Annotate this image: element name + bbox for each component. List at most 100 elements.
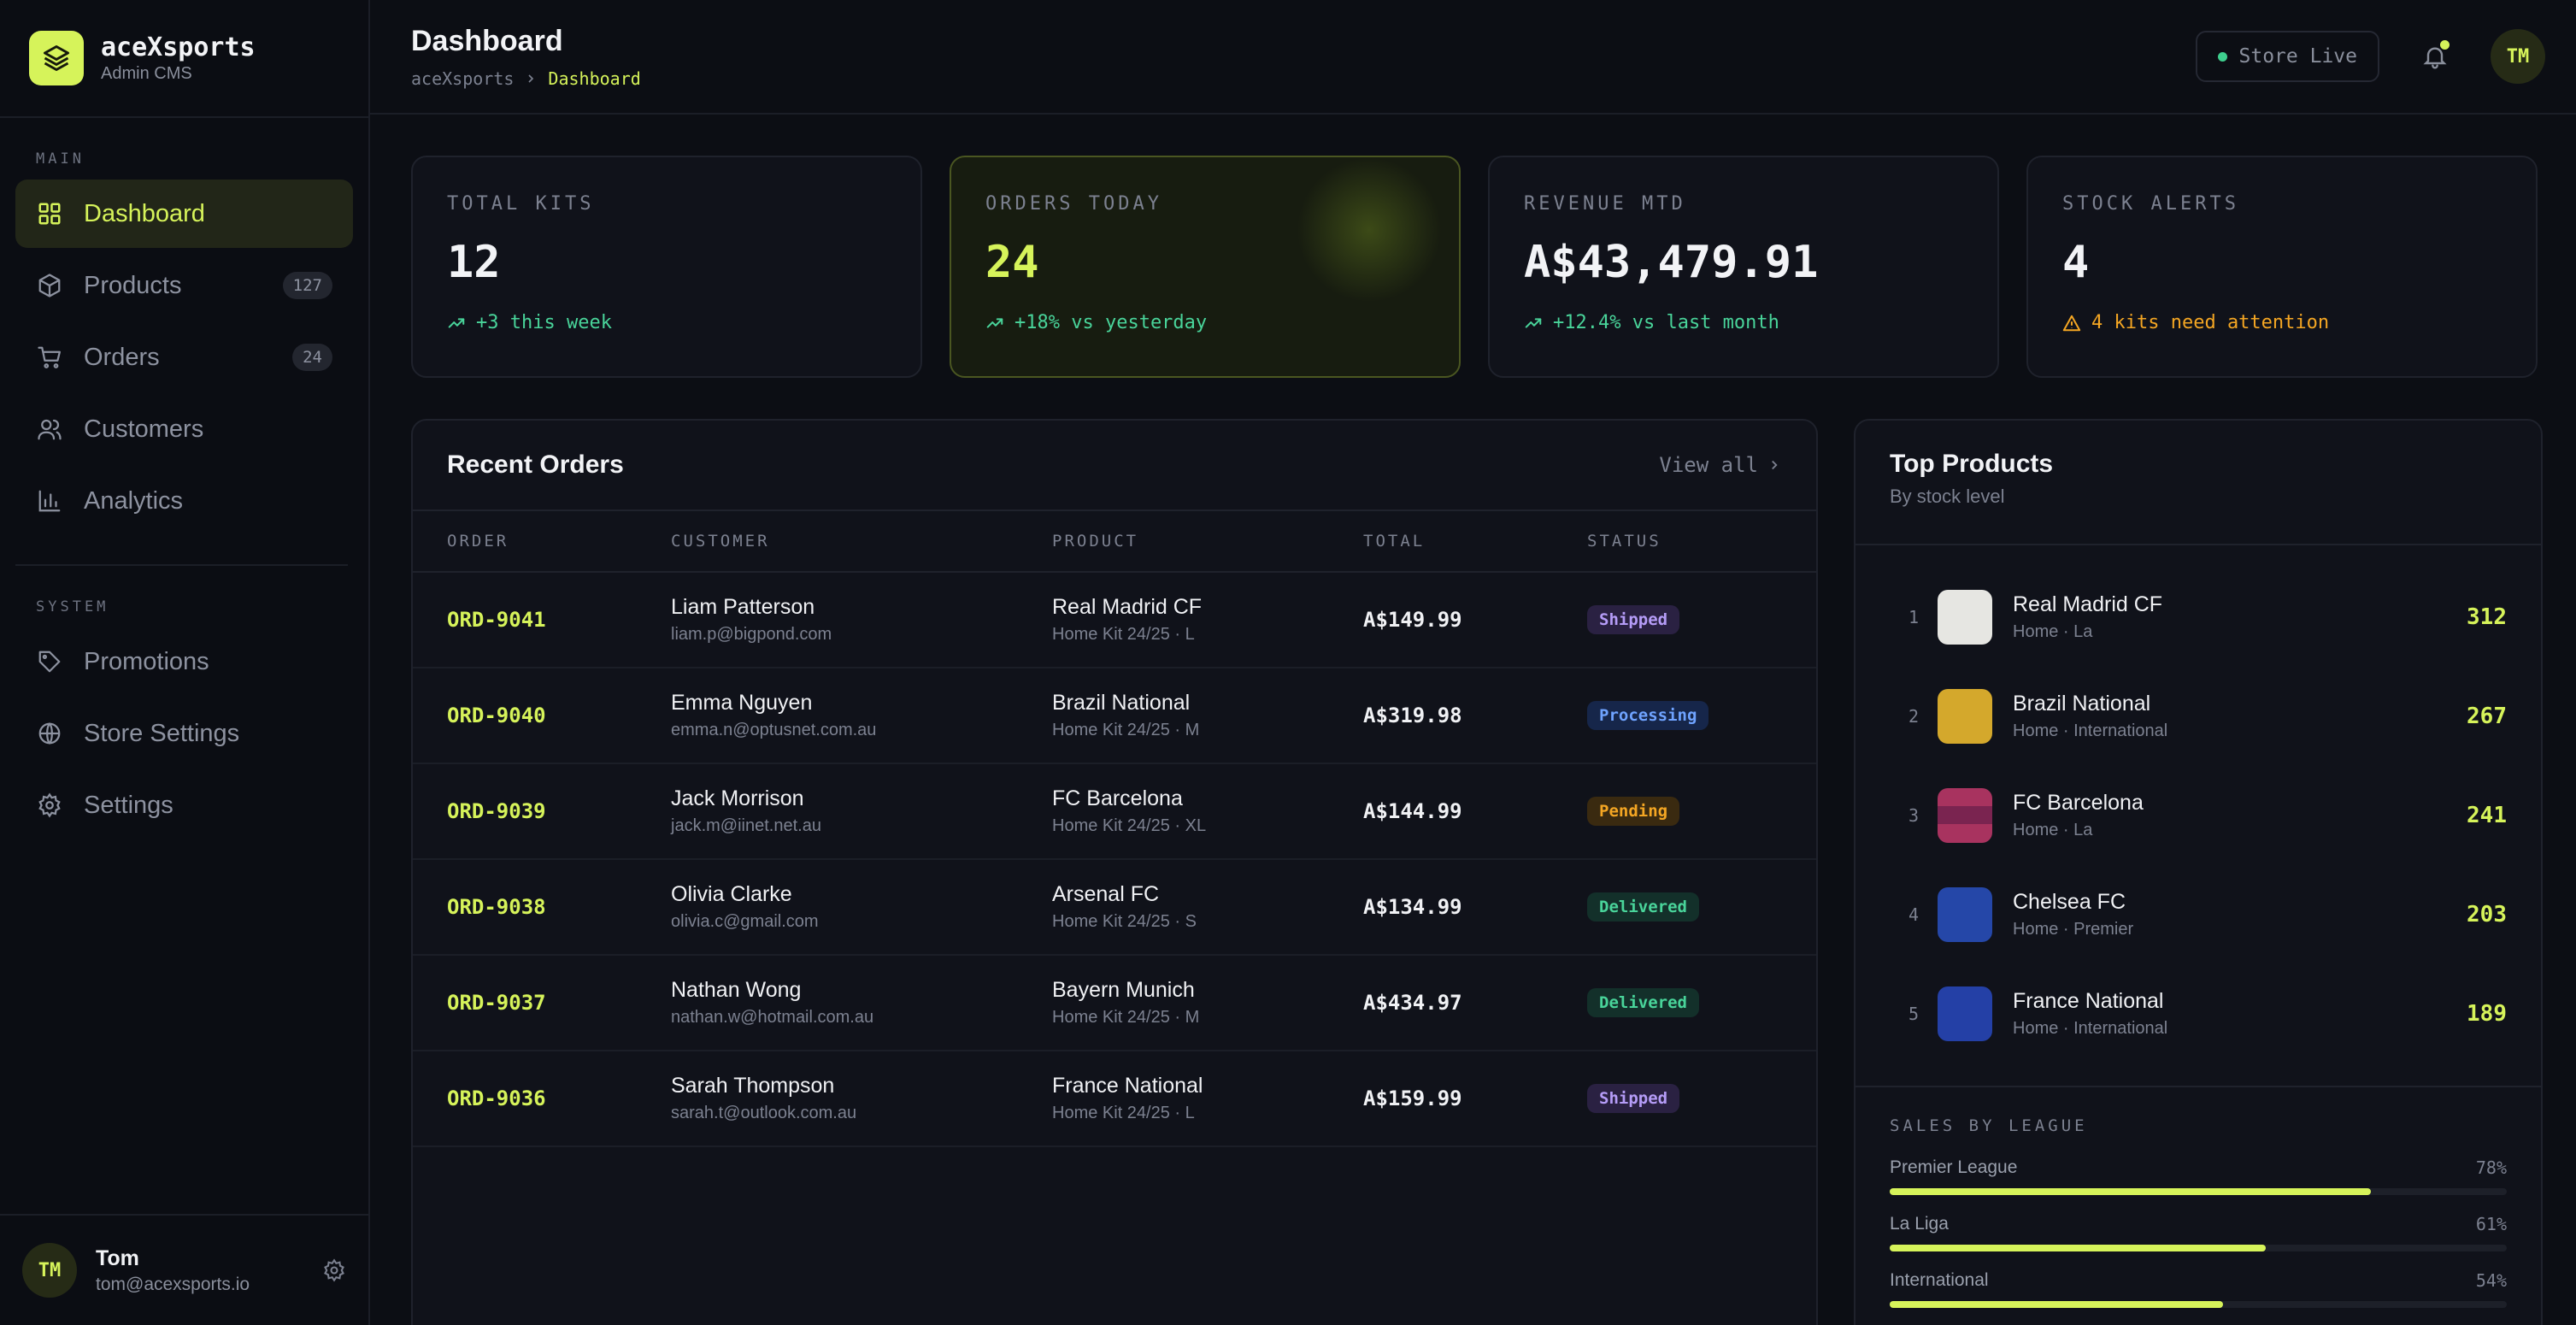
breadcrumb-current: Dashboard xyxy=(548,68,641,89)
product-cell: Brazil National Home Kit 24/25 · M xyxy=(1052,691,1363,740)
order-cell: ORD-9041 xyxy=(447,608,671,632)
column-header[interactable]: STATUS xyxy=(1587,532,1661,551)
stat-delta-text: +3 this week xyxy=(476,312,612,333)
status-badge: Processing xyxy=(1587,701,1709,730)
tag-icon xyxy=(36,648,63,675)
order-id[interactable]: ORD-9036 xyxy=(447,1086,546,1110)
stat-delta: +12.4% vs last month xyxy=(1524,312,1963,333)
product-name: FC Barcelona xyxy=(1052,786,1183,810)
product-name: France National xyxy=(1052,1074,1203,1098)
product-row[interactable]: 1 Real Madrid CF Home · La 312 xyxy=(1890,568,2507,667)
sidebar-item-products[interactable]: Products 127 xyxy=(15,251,353,320)
table-row[interactable]: ORD-9041 Liam Patterson liam.p@bigpond.com… xyxy=(413,573,1816,668)
column-header[interactable]: CUSTOMER xyxy=(671,532,770,551)
order-id[interactable]: ORD-9038 xyxy=(447,895,546,919)
league-percent: 61% xyxy=(2475,1214,2507,1234)
table-row[interactable]: ORD-9040 Emma Nguyen emma.n@optusnet.com.a… xyxy=(413,668,1816,764)
sidebar-item-analytics[interactable]: Analytics xyxy=(15,467,353,535)
product-name: Real Madrid CF xyxy=(2013,592,2163,616)
stat-card-total-kits: TOTAL KITS 12 +3 this week xyxy=(411,156,922,378)
sidebar-item-promotions[interactable]: Promotions xyxy=(15,627,353,696)
bell-icon[interactable] xyxy=(2414,35,2456,78)
sidebar-item-label: Store Settings xyxy=(84,719,240,747)
product-row[interactable]: 5 France National Home · International 189 xyxy=(1890,964,2507,1063)
order-id[interactable]: ORD-9037 xyxy=(447,991,546,1015)
status-badge: Pending xyxy=(1587,797,1680,826)
product-info: France National Home · International xyxy=(2013,989,2467,1039)
sidebar-item-label: Products xyxy=(84,271,182,299)
main-content: Dashboard aceXsports Dashboard Store Liv… xyxy=(370,0,2576,1325)
store-status-button[interactable]: Store Live xyxy=(2195,31,2379,82)
column-header[interactable]: PRODUCT xyxy=(1052,532,1139,551)
panel-title: Top Products xyxy=(1890,450,2054,478)
column-header[interactable]: ORDER xyxy=(447,532,509,551)
page-title: Dashboard xyxy=(411,24,563,57)
order-cell: ORD-9038 xyxy=(447,895,671,919)
bar-chart-icon xyxy=(36,487,63,515)
league-row-header: La Liga 61% xyxy=(1890,1214,2507,1234)
chevron-right-icon xyxy=(1772,460,1778,470)
user-profile[interactable]: TM Tom tom@acexsports.io xyxy=(0,1214,368,1325)
table-row[interactable]: ORD-9036 Sarah Thompson sarah.t@outlook.co… xyxy=(413,1051,1816,1147)
order-total: A$159.99 xyxy=(1363,1086,1462,1110)
view-all-link[interactable]: View all xyxy=(1659,453,1782,477)
gear-icon xyxy=(36,792,63,819)
table-row[interactable]: ORD-9038 Olivia Clarke olivia.c@gmail.com A… xyxy=(413,860,1816,956)
stat-label: TOTAL KITS xyxy=(447,193,595,215)
panel-subtitle: By stock level xyxy=(1890,486,2005,507)
product-row[interactable]: 2 Brazil National Home · International 267 xyxy=(1890,667,2507,766)
product-meta: Home · La xyxy=(2013,622,2093,641)
product-cell: FC Barcelona Home Kit 24/25 · XL xyxy=(1052,786,1363,836)
status-cell: Pending xyxy=(1587,797,1816,826)
avatar: TM xyxy=(22,1243,77,1298)
breadcrumb-item[interactable]: aceXsports xyxy=(411,68,515,89)
status-badge: Shipped xyxy=(1587,605,1680,634)
trend-up-icon xyxy=(1525,317,1542,328)
product-name: Real Madrid CF xyxy=(1052,595,1203,619)
order-id[interactable]: ORD-9039 xyxy=(447,799,546,823)
customer-cell: Sarah Thompson sarah.t@outlook.com.au xyxy=(671,1074,1052,1123)
gear-icon[interactable] xyxy=(322,1258,346,1282)
sidebar-item-store-settings[interactable]: Store Settings xyxy=(15,699,353,768)
total-cell: A$144.99 xyxy=(1363,799,1587,823)
customer-cell: Nathan Wong nathan.w@hotmail.com.au xyxy=(671,978,1052,1028)
status-cell: Delivered xyxy=(1587,988,1816,1017)
sidebar-item-label: Customers xyxy=(84,415,204,443)
product-rank: 2 xyxy=(1908,706,1920,727)
sidebar-item-label: Analytics xyxy=(84,486,184,515)
sidebar-item-orders[interactable]: Orders 24 xyxy=(15,323,353,392)
stock-count: 203 xyxy=(2467,902,2507,928)
notification-dot xyxy=(2440,40,2450,50)
sidebar-item-dashboard[interactable]: Dashboard xyxy=(15,180,353,248)
product-meta: Home · Premier xyxy=(2013,920,2134,939)
product-info: FC Barcelona Home · La xyxy=(2013,791,2467,840)
table-row[interactable]: ORD-9039 Jack Morrison jack.m@iinet.net.au… xyxy=(413,764,1816,860)
order-id[interactable]: ORD-9040 xyxy=(447,704,546,727)
progress-track xyxy=(1890,1245,2507,1251)
league-row: La Liga 61% xyxy=(1890,1214,2507,1251)
trend-up-icon xyxy=(448,317,465,328)
product-row[interactable]: 4 Chelsea FC Home · Premier 203 xyxy=(1890,865,2507,964)
product-variant: Home Kit 24/25 · L xyxy=(1052,1104,1195,1122)
table-header: ORDER CUSTOMER PRODUCT TOTAL STATUS xyxy=(413,511,1816,573)
order-total: A$319.98 xyxy=(1363,704,1462,727)
progress-fill xyxy=(1890,1245,2267,1251)
brand[interactable]: aceXsports Admin CMS xyxy=(0,0,368,118)
section-title: SALES BY LEAGUE xyxy=(1890,1116,2088,1135)
column-header[interactable]: TOTAL xyxy=(1363,532,1426,551)
sidebar-item-settings[interactable]: Settings xyxy=(15,771,353,839)
sidebar-item-customers[interactable]: Customers xyxy=(15,395,353,463)
product-info: Brazil National Home · International xyxy=(2013,692,2467,741)
user-email: tom@acexsports.io xyxy=(96,1274,250,1294)
chevron-right-icon xyxy=(524,72,538,85)
sidebar-item-label: Settings xyxy=(84,791,173,819)
customer-email: liam.p@bigpond.com xyxy=(671,625,832,644)
table-row[interactable]: ORD-9037 Nathan Wong nathan.w@hotmail.com.… xyxy=(413,956,1816,1051)
product-variant: Home Kit 24/25 · M xyxy=(1052,721,1200,739)
product-row[interactable]: 3 FC Barcelona Home · La 241 xyxy=(1890,766,2507,865)
order-id[interactable]: ORD-9041 xyxy=(447,608,546,632)
stock-count: 241 xyxy=(2467,803,2507,828)
status-cell: Shipped xyxy=(1587,1084,1816,1113)
header-avatar[interactable]: TM xyxy=(2491,29,2545,84)
product-meta: Home · International xyxy=(2013,1019,2168,1038)
